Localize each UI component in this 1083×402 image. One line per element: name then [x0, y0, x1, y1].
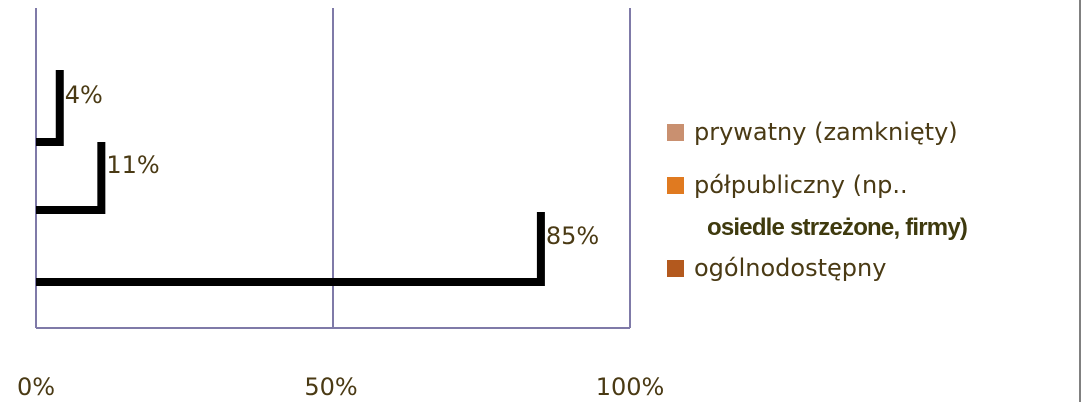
legend-label: półpubliczny (np..: [694, 171, 908, 199]
bar: [36, 212, 545, 286]
x-tick-labels: 0% 50% 100%: [17, 373, 664, 401]
bar-series: [36, 70, 545, 286]
x-tick-label: 50%: [304, 373, 357, 401]
bar: [36, 70, 64, 146]
legend-swatch: [667, 177, 684, 194]
frame-border: [1079, 0, 1081, 402]
value-labels: 4% 11% 85%: [65, 81, 599, 250]
x-tick-label: 100%: [596, 373, 665, 401]
legend-label: ogólnodostępny: [694, 254, 887, 282]
value-label: 4%: [65, 81, 103, 109]
legend-item-ogolnodostepny: ogólnodostępny: [667, 250, 886, 286]
legend-item-polpubliczny: półpubliczny (np..: [667, 167, 908, 203]
legend: prywatny (zamknięty) półpubliczny (np.. …: [667, 0, 1077, 402]
legend-swatch: [667, 260, 684, 277]
legend-item-prywatny: prywatny (zamknięty): [667, 114, 958, 150]
legend-label-continuation: osiedle strzeżone, firmy): [707, 214, 968, 241]
x-tick-label: 0%: [17, 373, 55, 401]
bar: [36, 142, 106, 214]
legend-swatch: [667, 124, 684, 141]
legend-label: prywatny (zamknięty): [694, 118, 958, 146]
value-label: 85%: [546, 222, 599, 250]
value-label: 11%: [106, 151, 159, 179]
grid-lines: [35, 8, 631, 329]
